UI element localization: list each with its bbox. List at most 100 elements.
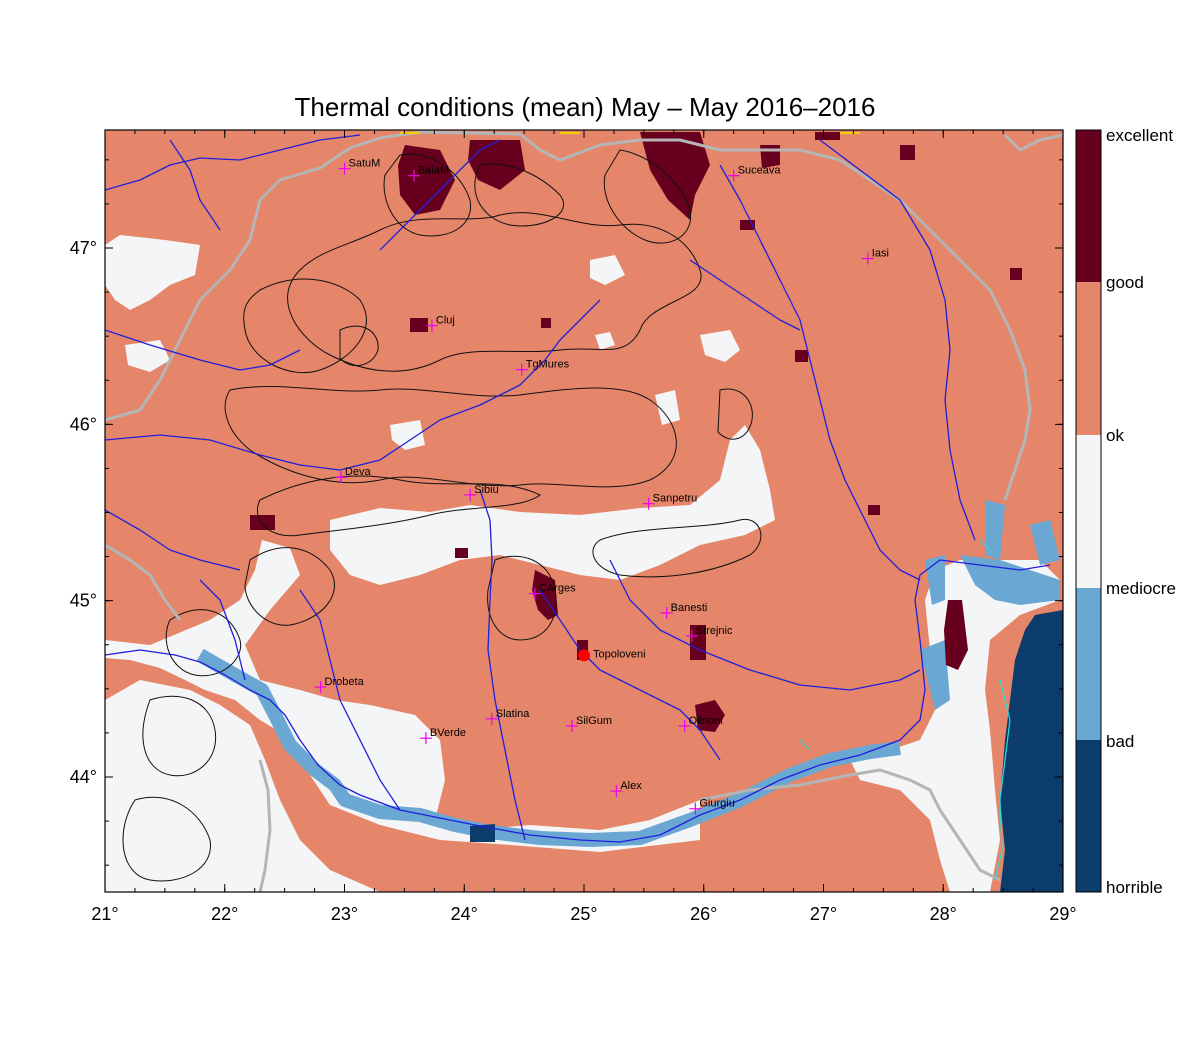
highlight-point-marker: [578, 649, 590, 662]
region-horrible-sea: [1000, 610, 1063, 892]
exc-east-1: [795, 350, 808, 362]
city-marker: [689, 802, 702, 815]
city-label: Giurgiu: [699, 798, 734, 810]
legend-label-good: good: [1106, 273, 1144, 292]
x-tick-label: 26°: [690, 904, 717, 924]
city-label: Cluj: [436, 315, 455, 327]
tick-marks: [104, 130, 1064, 892]
river-prut: [819, 139, 976, 541]
exc-w-carp: [250, 515, 275, 530]
ok-danube-east: [850, 560, 1060, 892]
x-tick-label: 23°: [331, 904, 358, 924]
x-tick-label: 24°: [451, 904, 478, 924]
colorbar-mediocre: [1076, 588, 1101, 740]
ok-north-west: [105, 235, 200, 310]
city-marker: [464, 488, 477, 501]
city-label: BaiaM: [418, 165, 449, 177]
exc-mures: [541, 318, 551, 328]
city-marker: [678, 719, 691, 732]
city-marker: [314, 681, 327, 694]
legend-label-excellent: excellent: [1106, 126, 1174, 145]
city-marker: [334, 471, 347, 484]
city-marker: [685, 629, 698, 642]
exc-north-2: [468, 140, 525, 190]
city-label: SilGum: [576, 715, 612, 727]
city-marker: [566, 719, 579, 732]
city-marker: [861, 252, 874, 265]
ok-center-spot: [590, 255, 625, 285]
city-label: Strejnic: [696, 625, 733, 637]
map-plot-area: [105, 130, 1063, 892]
legend-label-bad: bad: [1106, 732, 1135, 751]
colorbar-horrible: [1076, 740, 1101, 892]
region-ok: [105, 235, 1060, 892]
ok-southcarp-band: [330, 425, 775, 585]
river-jiu-2: [199, 579, 246, 681]
exc-east-2: [1010, 268, 1022, 280]
river-tisa: [169, 139, 221, 231]
colorbar-excellent: [1076, 130, 1101, 282]
city-marker: [338, 162, 351, 175]
border-north: [105, 130, 1032, 501]
ok-southwest: [105, 680, 380, 892]
x-tick-label: 25°: [570, 904, 597, 924]
legend-label-ok: ok: [1106, 426, 1124, 445]
river-olt: [479, 489, 526, 841]
river-siret: [719, 164, 921, 581]
colorbar-frame: [1075, 129, 1102, 893]
x-tick-label: 29°: [1049, 904, 1076, 924]
y-tick-label: 46°: [70, 414, 97, 434]
city-label: TgMures: [526, 359, 570, 371]
country-borders: [105, 130, 1063, 892]
river-arges: [539, 589, 721, 761]
contour-lines: [122, 149, 762, 882]
x-tick-label: 22°: [211, 904, 238, 924]
city-label: Suceava: [738, 165, 782, 177]
city-label: Drobeta: [325, 676, 365, 688]
city-marker: [528, 587, 541, 600]
exc-north-1: [398, 145, 455, 215]
x-tick-labels: 21° 22° 23° 24° 25° 26° 27° 28° 29°: [91, 904, 1076, 924]
region-horrible-danube: [470, 824, 495, 842]
exc-north-6: [815, 132, 840, 140]
river-timis: [105, 509, 241, 571]
ok-east-carp: [700, 330, 740, 362]
city-marker: [485, 712, 498, 725]
city-marker: [610, 785, 623, 798]
city-marker: [419, 732, 432, 745]
legend-label-mediocre: mediocre: [1106, 579, 1176, 598]
legend-label-horrible: horrible: [1106, 878, 1163, 897]
ok-west-lowland: [105, 540, 700, 852]
river-bistrita: [689, 259, 801, 331]
ok-small-1: [595, 332, 615, 350]
map-title: Thermal conditions (mean) May – May 2016…: [294, 92, 876, 122]
region-excellent: [250, 132, 1022, 732]
city-label: Slatina: [496, 708, 531, 720]
colorbar-good: [1076, 282, 1101, 435]
y-tick-label: 44°: [70, 767, 97, 787]
city-label: Sanpetru: [653, 493, 698, 505]
x-tick-label: 21°: [91, 904, 118, 924]
city-marker: [515, 363, 528, 376]
highlight-point-label: Topoloveni: [593, 648, 646, 660]
ok-small-2: [390, 420, 425, 450]
border-south-west: [258, 759, 272, 892]
river-somes-2: [105, 134, 361, 191]
city-label: Sibiu: [474, 484, 498, 496]
exc-olinoni: [695, 700, 725, 732]
city-label: Banesti: [671, 602, 708, 614]
coast-lakes: [799, 539, 1011, 881]
colorbar-ok: [1076, 435, 1101, 588]
exc-east-dobrogea: [944, 600, 968, 670]
border-south: [699, 768, 1001, 882]
city-marker: [642, 497, 655, 510]
river-jiu: [299, 589, 401, 811]
river-mures: [105, 299, 601, 471]
river-somes: [379, 139, 501, 251]
river-ialomita: [609, 559, 921, 691]
city-label: Deva: [345, 466, 372, 478]
x-tick-label: 27°: [810, 904, 837, 924]
city-marker: [425, 319, 438, 332]
city-marker: [407, 169, 420, 182]
